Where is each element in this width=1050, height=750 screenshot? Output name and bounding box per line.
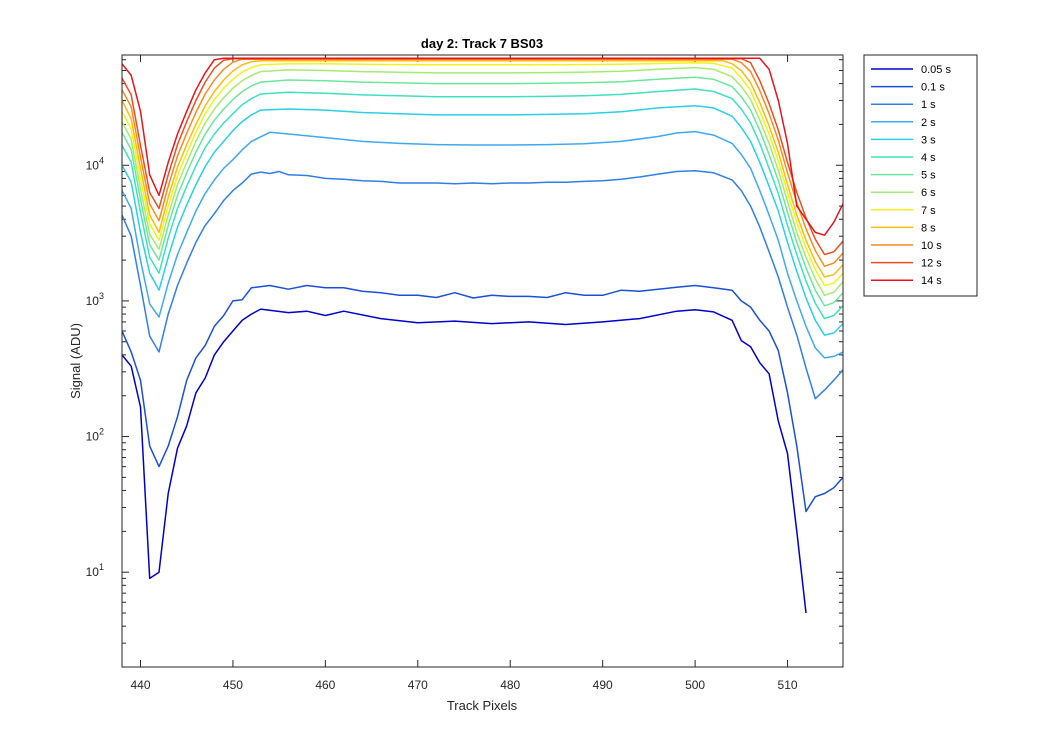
series-line xyxy=(122,170,843,400)
legend: 0.05 s 0.1 s 1 s 2 s 3 s 4 s 5 s 6 s 7 s 8 s 10 s 1… xyxy=(863,54,978,297)
series-line xyxy=(122,284,843,513)
y-tick-label: 101 xyxy=(86,562,104,579)
x-tick-label: 480 xyxy=(500,678,520,692)
series-line xyxy=(122,88,843,320)
legend-box xyxy=(863,54,978,297)
legend-label: 5 s xyxy=(921,170,936,182)
legend-label: 0.1 s xyxy=(921,82,945,94)
x-tick-label: 450 xyxy=(223,678,243,692)
y-tick-label: 103 xyxy=(86,291,104,308)
x-tick-label: 470 xyxy=(408,678,428,692)
series-line xyxy=(122,308,807,614)
series-line xyxy=(122,130,843,359)
series-line xyxy=(122,59,843,278)
series-line xyxy=(122,57,843,236)
legend-label: 2 s xyxy=(921,117,936,129)
y-tick-label: 102 xyxy=(86,427,104,444)
x-tick-label: 490 xyxy=(593,678,613,692)
legend-label: 6 s xyxy=(921,187,936,199)
x-axis-label: Track Pixels xyxy=(447,698,518,713)
legend-label: 4 s xyxy=(921,152,936,164)
x-tick-label: 500 xyxy=(685,678,705,692)
x-tick-label: 440 xyxy=(130,678,150,692)
plot-area xyxy=(122,55,843,667)
chart-title: day 2: Track 7 BS03 xyxy=(421,36,543,51)
legend-label: 7 s xyxy=(921,205,936,217)
series-line xyxy=(122,66,843,297)
series-lines xyxy=(122,57,843,614)
series-line xyxy=(122,76,843,307)
legend-label: 8 s xyxy=(921,222,936,234)
plot-frame xyxy=(121,54,844,668)
x-tick-label: 510 xyxy=(778,678,798,692)
legend-label: 0.05 s xyxy=(921,64,951,76)
x-axis-ticks: 440 450 460 470 480 490 500 510 xyxy=(130,55,798,692)
legend-label: 14 s xyxy=(921,275,942,287)
legend-label: 10 s xyxy=(921,240,942,252)
legend-label: 1 s xyxy=(921,99,936,111)
y-axis-label: Signal (ADU) xyxy=(68,323,83,399)
x-tick-label: 460 xyxy=(315,678,335,692)
series-line xyxy=(122,104,843,336)
y-tick-label: 104 xyxy=(86,155,104,172)
legend-label: 12 s xyxy=(921,258,942,270)
series-line xyxy=(122,61,843,287)
legend-label: 3 s xyxy=(921,134,936,146)
